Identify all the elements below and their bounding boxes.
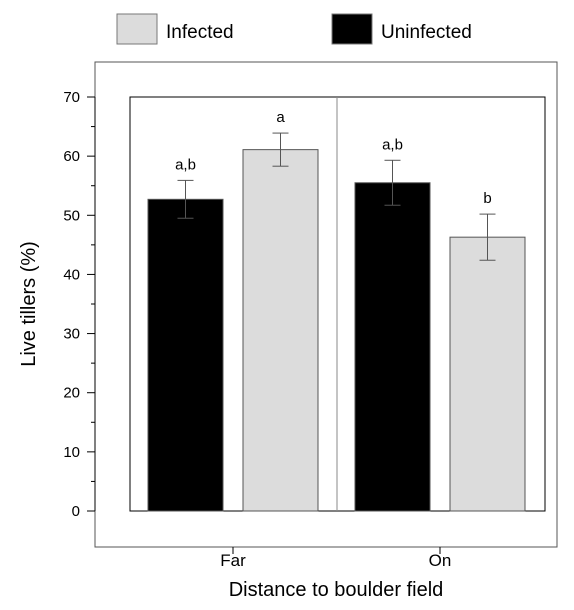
legend-swatch-uninfected bbox=[331, 13, 373, 45]
y-tick-label: 0 bbox=[72, 503, 80, 520]
bars: a,b a a,b b bbox=[147, 109, 526, 512]
y-tick-label: 10 bbox=[63, 444, 80, 461]
legend-label-uninfected: Uninfected bbox=[381, 22, 472, 43]
y-tick-label: 70 bbox=[63, 89, 80, 106]
y-axis-title: Live tillers (%) bbox=[18, 241, 40, 367]
bar-infected-far bbox=[242, 149, 319, 512]
legend-label-infected: Infected bbox=[166, 22, 234, 43]
y-tick-label: 20 bbox=[63, 385, 80, 402]
x-tick-label-on: On bbox=[429, 551, 452, 570]
significance-label: b bbox=[483, 190, 491, 207]
x-axis-title: Distance to boulder field bbox=[229, 579, 444, 601]
significance-label: a,b bbox=[175, 156, 196, 173]
x-axis: Far On bbox=[220, 547, 451, 570]
legend-swatch-infected bbox=[116, 13, 158, 45]
bar-uninfected-far bbox=[147, 198, 224, 512]
bar-uninfected-on bbox=[354, 182, 431, 512]
bar-infected-on bbox=[449, 236, 526, 512]
y-tick-label: 40 bbox=[63, 266, 80, 283]
x-tick-label-far: Far bbox=[220, 551, 246, 570]
significance-label: a bbox=[276, 109, 285, 126]
y-tick-label: 60 bbox=[63, 148, 80, 165]
legend: Infected Uninfected bbox=[116, 13, 472, 45]
significance-label: a,b bbox=[382, 136, 403, 153]
y-axis: 0 10 20 30 40 50 60 70 bbox=[63, 89, 95, 520]
y-tick-label: 50 bbox=[63, 207, 80, 224]
y-tick-label: 30 bbox=[63, 326, 80, 343]
